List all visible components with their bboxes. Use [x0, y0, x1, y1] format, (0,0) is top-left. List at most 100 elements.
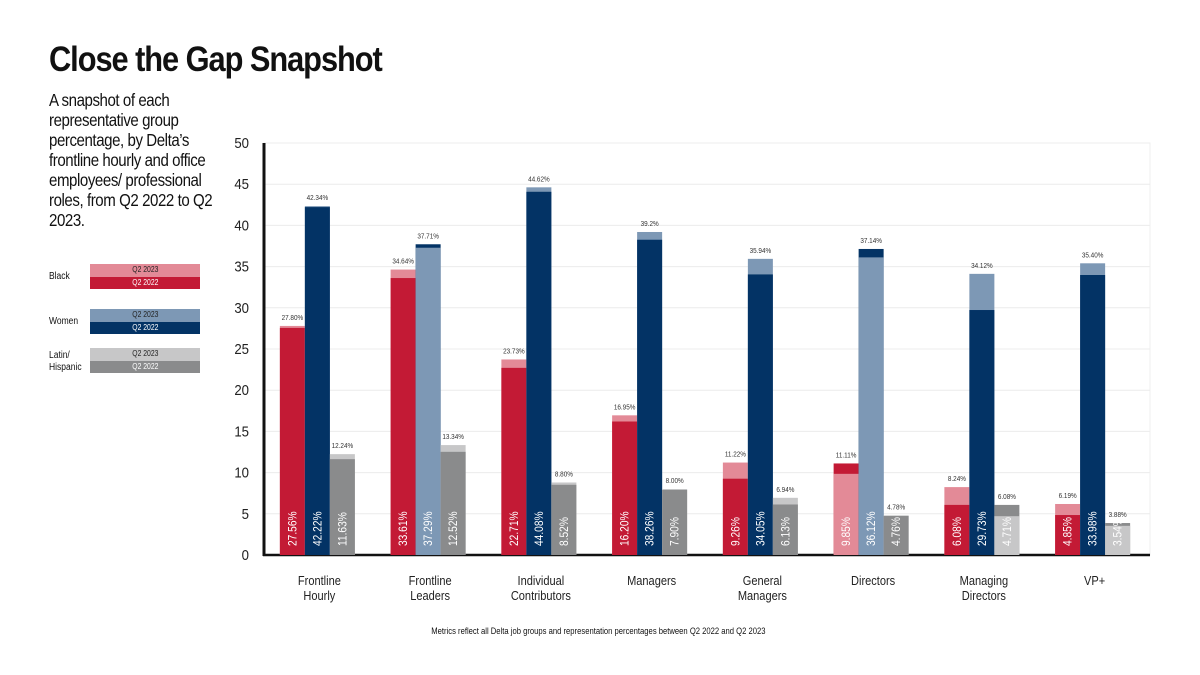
x-category-label: Managers — [738, 588, 787, 603]
x-category-label: General — [743, 573, 782, 588]
data-label-inner: 4.85% — [1062, 517, 1075, 546]
y-tick-label: 25 — [234, 340, 249, 357]
bar-latin-hispanic-q2023 — [1105, 525, 1131, 555]
legend-swatch-black-q2023: Q2 2023 — [90, 264, 200, 277]
data-label-top: 8.80% — [555, 471, 573, 479]
data-label-inner: 36.12% — [865, 511, 878, 546]
bar-women-q2022 — [637, 239, 663, 555]
data-label-inner: 34.05% — [755, 511, 768, 546]
bar-black-q2022 — [722, 478, 748, 555]
data-label-top: 23.73% — [503, 348, 525, 356]
y-tick-label: 20 — [234, 381, 249, 398]
data-label-top: 6.19% — [1059, 493, 1077, 501]
x-category-label: Frontline — [298, 573, 341, 588]
data-label-inner: 37.29% — [422, 511, 435, 546]
bar-black-q2022 — [944, 504, 970, 555]
bar-women-q2022 — [747, 274, 773, 555]
data-label-inner: 9.26% — [730, 517, 743, 546]
data-label-top: 3.88% — [1109, 512, 1127, 520]
data-label-inner: 16.20% — [619, 511, 632, 546]
bar-women-q2022 — [304, 207, 330, 556]
legend-swatch-black-q2022: Q2 2022 — [90, 276, 200, 289]
data-label-top: 12.24% — [332, 443, 354, 451]
y-tick-label: 50 — [234, 134, 249, 151]
legend-label-women: Women — [49, 316, 79, 327]
data-label-top: 16.95% — [614, 404, 636, 412]
data-label-top: 37.71% — [417, 233, 439, 241]
bar-latin-hispanic-q2022 — [329, 459, 355, 555]
footnote: Metrics reflect all Delta job groups and… — [431, 626, 766, 636]
y-tick-label: 45 — [234, 175, 249, 192]
data-label-inner: 6.13% — [780, 517, 793, 546]
data-label-top: 44.62% — [528, 176, 550, 184]
data-label-top: 42.34% — [307, 195, 329, 203]
data-label-top: 8.24% — [948, 476, 966, 484]
bar-women-q2023 — [858, 257, 884, 555]
x-category-label: Individual — [518, 573, 565, 588]
y-tick-label: 5 — [242, 505, 249, 522]
bar-black-q2022 — [1055, 515, 1081, 555]
data-label-inner: 33.61% — [397, 511, 410, 546]
y-tick-label: 0 — [242, 546, 249, 563]
bar-women-q2023 — [415, 247, 441, 555]
bar-black-q2022 — [390, 278, 416, 555]
bar-black-q2022 — [279, 327, 305, 555]
data-label-inner: 12.52% — [447, 511, 460, 546]
x-category-label: Hourly — [303, 588, 335, 603]
bar-latin-hispanic-q2022 — [772, 504, 798, 555]
data-label-top: 39.2% — [641, 221, 659, 229]
x-category-label: Frontline — [409, 573, 452, 588]
data-label-top: 6.08% — [998, 494, 1016, 502]
data-label-inner: 33.98% — [1087, 511, 1100, 546]
data-label-top: 8.00% — [666, 478, 684, 486]
page-subtitle: A snapshot of each representative group … — [49, 90, 213, 230]
bar-latin-hispanic-q2022 — [662, 489, 688, 555]
x-category-label: Managing — [960, 573, 1008, 588]
data-label-inner: 8.52% — [558, 517, 571, 546]
y-tick-label: 40 — [234, 217, 249, 234]
data-label-top: 11.11% — [836, 452, 857, 460]
x-category-label: VP+ — [1084, 573, 1105, 588]
data-label-inner: 6.08% — [951, 517, 964, 546]
bar-black-q2022 — [501, 367, 527, 555]
data-label-top: 35.94% — [750, 247, 772, 255]
data-label-top: 35.40% — [1082, 252, 1104, 260]
x-category-label: Directors — [962, 588, 1006, 603]
y-tick-label: 15 — [234, 423, 249, 440]
y-tick-label: 10 — [234, 464, 249, 481]
legend-swatch-women-q2023: Q2 2023 — [90, 309, 200, 322]
data-label-top: 27.80% — [282, 315, 304, 323]
legend-label-latin-line1: Latin/ — [49, 350, 70, 361]
data-label-inner: 4.76% — [890, 517, 903, 546]
data-label-top: 34.12% — [971, 262, 993, 270]
bar-women-q2022 — [1080, 275, 1106, 555]
data-label-top: 6.94% — [776, 486, 794, 494]
data-label-top: 13.34% — [442, 434, 464, 442]
bar-women-q2022 — [526, 191, 552, 555]
x-category-label: Managers — [627, 573, 676, 588]
data-label-inner: 11.63% — [337, 512, 350, 546]
data-label-top: 11.22% — [725, 451, 746, 459]
bar-latin-hispanic-q2022 — [440, 451, 466, 555]
y-tick-label: 35 — [234, 258, 249, 275]
bar-black-q2022 — [612, 421, 638, 555]
page-title: Close the Gap Snapshot — [49, 40, 383, 79]
data-label-inner: 38.26% — [644, 511, 657, 546]
legend-swatch-women-q2022: Q2 2022 — [90, 321, 200, 334]
y-tick-label: 30 — [234, 299, 249, 316]
legend-label-latin-line2: Hispanic — [49, 362, 82, 373]
x-category-label: Contributors — [511, 588, 571, 603]
data-label-top: 37.14% — [860, 238, 882, 246]
data-label-top: 4.78% — [887, 504, 905, 512]
x-category-label: Directors — [851, 573, 895, 588]
bar-black-q2023 — [833, 473, 859, 555]
data-label-inner: 27.56% — [287, 511, 300, 546]
data-label-inner: 7.90% — [669, 517, 682, 546]
data-label-inner: 22.71% — [508, 511, 521, 546]
data-label-top: 34.64% — [392, 258, 414, 266]
legend-swatch-latin-q2023: Q2 2023 — [90, 348, 200, 361]
data-label-inner: 29.73% — [976, 511, 989, 546]
data-label-inner: 44.08% — [533, 511, 546, 546]
legend-swatch-latin-q2022: Q2 2022 — [90, 360, 200, 373]
